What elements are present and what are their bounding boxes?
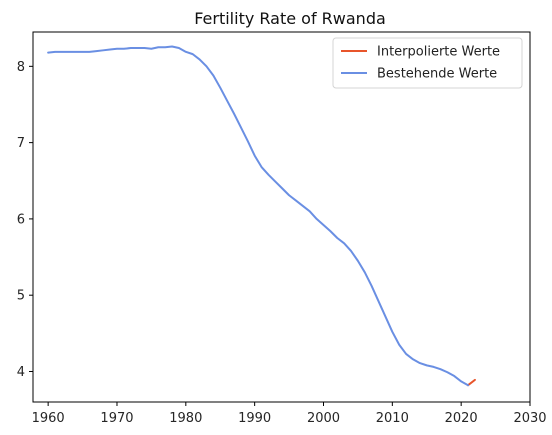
series-line-0 <box>467 378 476 387</box>
legend-box <box>332 37 523 89</box>
x-axis: 1960 1970 1980 1990 2000 2010 2020 2030 <box>32 402 547 426</box>
x-tick-label: 2020 <box>445 411 478 426</box>
legend: Interpolierte Werte Bestehende Werte <box>332 37 523 89</box>
y-tick-label: 6 <box>17 212 25 227</box>
x-tick-label: 1990 <box>238 411 271 426</box>
y-tick-label: 8 <box>17 60 25 75</box>
x-tick-label: 1970 <box>100 411 133 426</box>
x-tick-label: 1980 <box>169 411 202 426</box>
x-tick-label: 2010 <box>376 411 409 426</box>
x-tick-label: 2000 <box>307 411 340 426</box>
chart-title: Fertility Rate of Rwanda <box>194 9 386 28</box>
y-tick-label: 5 <box>17 289 25 304</box>
legend-label: Bestehende Werte <box>377 67 497 82</box>
y-tick-label: 4 <box>17 365 25 380</box>
legend-label: Interpolierte Werte <box>377 45 500 60</box>
y-tick-label: 7 <box>17 136 25 151</box>
x-tick-label: 2030 <box>513 411 546 426</box>
series-lines <box>47 45 476 387</box>
plot-area-frame <box>32 31 531 403</box>
y-axis: 4 5 6 7 8 <box>17 60 33 380</box>
series-line-1 <box>47 45 470 387</box>
x-tick-label: 1960 <box>32 411 65 426</box>
